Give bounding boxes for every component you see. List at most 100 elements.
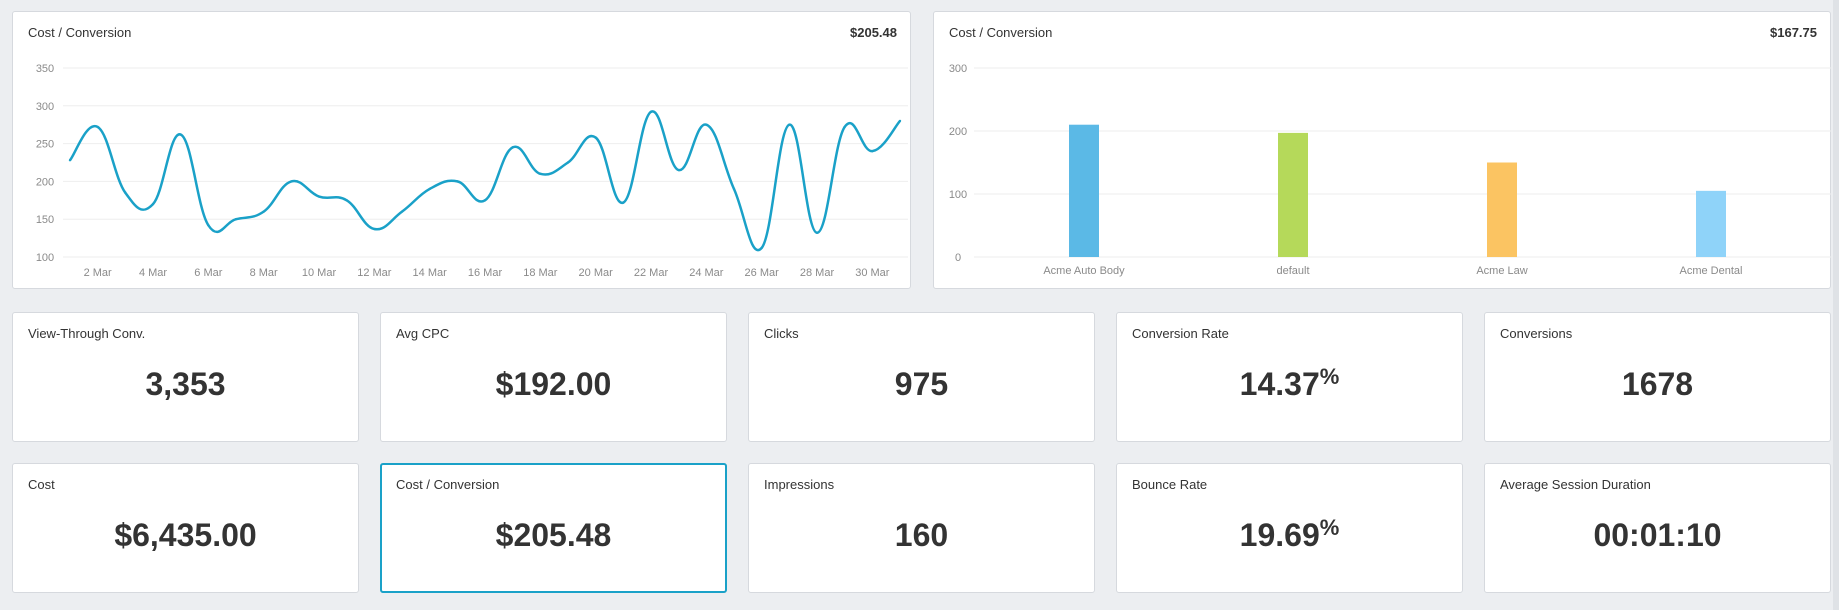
x-tick-label: 14 Mar [413,267,448,279]
x-tick-label: Acme Dental [1680,265,1743,277]
metric-title: Cost [28,477,55,492]
line-chart-title: Cost / Conversion [28,25,132,40]
bar [1069,124,1099,257]
data-point [511,146,514,149]
metric-value: 1678 [1621,366,1694,402]
y-tick-label: 200 [36,176,54,188]
metric-card-conversion-rate[interactable]: Conversion Rate 14.37% [1116,312,1463,442]
metric-title: Average Session Duration [1500,477,1651,492]
x-tick-label: 26 Mar [745,267,780,279]
x-tick-label: 24 Mar [689,267,724,279]
line-chart-card[interactable]: Cost / Conversion $205.48 100 150 200 250 30… [12,11,911,289]
metric-title: View-Through Conv. [28,326,146,341]
x-tick-label: Acme Auto Body [1043,265,1125,277]
y-tick-label: 300 [36,101,54,113]
x-tick-label: 18 Mar [523,267,558,279]
data-point [456,180,459,183]
data-point [760,246,763,250]
metric-value: 3,353 [145,366,226,402]
data-point [400,210,404,213]
data-point [124,191,127,194]
metric-value: 975 [894,366,949,402]
bar-chart-title: Cost / Conversion [949,25,1053,40]
data-point [594,136,597,139]
x-tick-label: 28 Mar [800,267,835,279]
series-line [68,110,901,252]
y-tick-label: 0 [955,252,961,264]
x-tick-label: Acme Law [1476,265,1527,277]
metric-card-conversions[interactable]: Conversions 1678 [1484,312,1831,442]
bar [1278,132,1308,257]
metric-value: $6,435.00 [114,517,257,553]
y-tick-label: 200 [949,126,967,138]
x-tick-label: 22 Mar [634,267,669,279]
line-chart: 100 150 200 250 300 350 2 Mar 4 Mar 6 Mar 8 Mar 10… [36,63,908,279]
data-point [179,133,182,136]
data-point [68,159,72,162]
bar-chart: 0 100 200 300 Acme Auto Body default Acme Law A… [949,63,1831,277]
metric-title: Cost / Conversion [396,477,500,492]
metric-card-avg-cpc[interactable]: Avg CPC $192.00 [380,312,727,442]
data-point [373,227,376,231]
x-tick-label: default [1276,265,1309,277]
line-chart-value: $205.48 [850,25,897,40]
x-tick-label: 16 Mar [468,267,503,279]
metric-title: Impressions [764,477,835,492]
metric-card-average-session-duration[interactable]: Average Session Duration 00:01:10 [1484,463,1831,593]
data-point [483,199,487,202]
y-tick-label: 100 [36,252,54,264]
metric-card-cost-per-conversion[interactable]: Cost / Conversion $205.48 [380,463,727,593]
data-point [207,224,210,227]
data-point [96,125,99,129]
metric-card-cost[interactable]: Cost $6,435.00 [12,463,359,593]
y-tick-label: 150 [36,214,54,226]
scrollbar-track[interactable] [1833,0,1839,610]
bar [1487,162,1517,257]
metric-title: Avg CPC [396,326,450,341]
x-tick-label: 12 Mar [357,267,392,279]
data-point [345,199,348,202]
data-point [815,231,819,235]
x-tick-label: 10 Mar [302,267,337,279]
data-point [317,195,321,198]
metric-value: 19.69% [1239,515,1340,553]
metric-title: Conversion Rate [1132,326,1229,341]
x-tick-label: 6 Mar [194,267,222,279]
data-point [262,210,265,213]
x-tick-label: 2 Mar [84,267,112,279]
data-point [871,149,874,153]
data-point [705,123,708,126]
metric-card-bounce-rate[interactable]: Bounce Rate 19.69% [1116,463,1463,593]
metric-card-impressions[interactable]: Impressions 160 [748,463,1095,593]
metric-value: 160 [894,517,949,553]
metric-card-clicks[interactable]: Clicks 975 [748,312,1095,442]
data-point [732,187,736,191]
x-tick-label: 30 Mar [855,267,890,279]
data-point [539,172,542,176]
metric-value: $192.00 [495,366,612,402]
bar-chart-value: $167.75 [1770,25,1817,40]
metric-title: Bounce Rate [1132,477,1208,492]
y-tick-label: 300 [949,63,967,75]
bar-chart-card[interactable]: Cost / Conversion $167.75 0 100 200 300 Acme… [933,11,1831,289]
data-point [677,168,680,172]
data-point [290,180,293,183]
metric-value: $205.48 [495,517,612,553]
data-point [649,110,653,114]
data-point [566,161,570,164]
y-tick-label: 350 [36,63,54,75]
metric-value: 00:01:10 [1593,517,1722,553]
data-point [151,202,155,206]
data-point [843,125,846,129]
metric-value: 14.37% [1239,364,1340,402]
data-point [428,187,431,191]
data-point [234,218,238,221]
x-tick-label: 4 Mar [139,267,167,279]
x-tick-label: 8 Mar [250,267,278,279]
data-point [788,123,791,126]
metric-card-view-through-conv[interactable]: View-Through Conv. 3,353 [12,312,359,442]
y-tick-label: 250 [36,139,54,151]
data-point [622,201,625,204]
metric-title: Conversions [1500,326,1573,341]
x-tick-label: 20 Mar [579,267,614,279]
